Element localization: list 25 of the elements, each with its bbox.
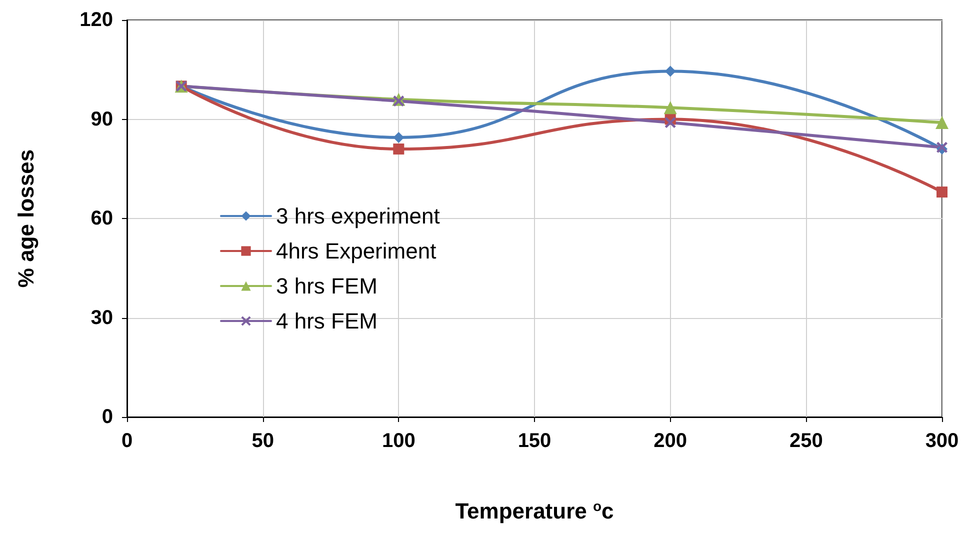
- y-tick-label: 0: [102, 406, 113, 428]
- point: [936, 186, 948, 198]
- legend-label: 3 hrs FEM: [276, 274, 378, 298]
- x-tick-label: 50: [252, 430, 274, 452]
- y-tick-label: 120: [80, 9, 113, 31]
- legend-label: 3 hrs experiment: [276, 204, 440, 228]
- x-tick-label: 0: [121, 430, 133, 452]
- point: [664, 101, 677, 114]
- y-tick-label: 90: [90, 108, 113, 130]
- x-tick-label: 150: [518, 430, 552, 452]
- legend-label: 4 hrs FEM: [276, 308, 378, 334]
- point: [664, 66, 676, 77]
- x-tick-label: 250: [789, 430, 823, 452]
- point: [393, 132, 404, 143]
- point: [393, 96, 404, 107]
- point: [664, 117, 676, 128]
- point: [936, 116, 948, 130]
- y-tick-label: 60: [90, 208, 113, 230]
- x-tick-label: 100: [382, 430, 416, 452]
- x-tick-label: 300: [925, 430, 959, 452]
- point: [393, 144, 404, 155]
- legend-label: 4hrs Experiment: [276, 238, 436, 264]
- x-tick-label: 200: [654, 430, 688, 452]
- y-tick-label: 30: [90, 306, 113, 329]
- y-axis-title: % age losses: [14, 149, 38, 288]
